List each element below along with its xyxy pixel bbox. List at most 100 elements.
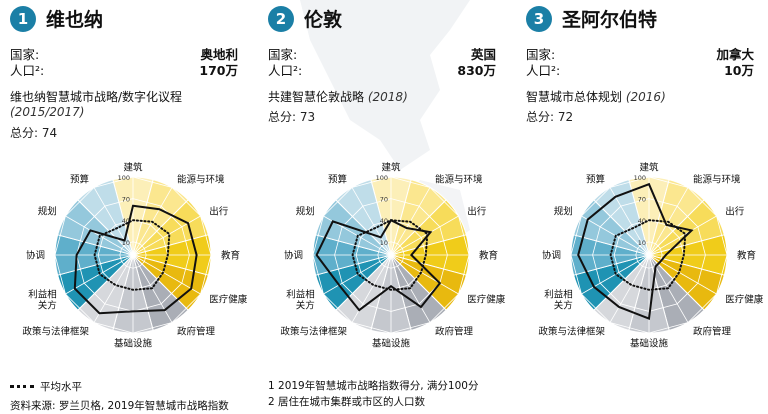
radar-spoke xyxy=(609,254,650,323)
country-label: 国家: xyxy=(10,47,40,62)
radar-axis-label: 医疗健康 xyxy=(209,294,248,306)
radar-axis-label: 能源与环境 xyxy=(693,173,741,185)
country-label: 国家: xyxy=(268,47,298,62)
radar-spoke xyxy=(132,254,201,295)
population-value: 830万 xyxy=(457,63,496,78)
city-panel-st-albert: 3 圣阿尔伯特 国家: 加拿大 人口²: 10万 智慧城市总体规划 (2016)… xyxy=(524,0,768,395)
average-score-line xyxy=(93,219,171,291)
radar-tick-label: 100 xyxy=(118,174,130,182)
city-name: 维也纳 xyxy=(46,9,104,31)
radar-axis-label: 政府管理 xyxy=(693,326,732,338)
radar-axis-label: 医疗健康 xyxy=(467,294,506,306)
city-number-badge: 2 xyxy=(268,6,294,32)
city-panel-london: 2 伦敦 国家: 英国 人口²: 830万 共建智慧伦敦战略 (2018) 总分… xyxy=(266,0,516,395)
city-name: 圣阿尔伯特 xyxy=(562,9,658,31)
radar-tick-label: 40 xyxy=(380,217,388,225)
population-label: 人口²: xyxy=(526,63,561,78)
legend: 平均水平 xyxy=(10,379,82,394)
strategy-name: 维也纳智慧城市战略/数字化议程 xyxy=(10,90,183,104)
radar-axis-label: 利益相关方 xyxy=(286,289,315,312)
strategy-year: (2016) xyxy=(625,90,666,104)
radar-axis-label: 出行 xyxy=(209,206,229,218)
city-score-line xyxy=(73,204,198,315)
radar-tick-label: 70 xyxy=(638,196,646,204)
radar-axis-label: 利益相关方 xyxy=(28,289,57,312)
radar-spoke xyxy=(93,187,134,256)
total-score: 总分: 73 xyxy=(268,110,316,124)
radar-spoke xyxy=(648,215,717,256)
strategy-title: 共建智慧伦敦战略 (2018) xyxy=(268,90,508,105)
total-score: 总分: 72 xyxy=(526,110,574,124)
footnote-2: 2 居住在城市集群或市区的人口数 xyxy=(268,396,426,408)
radar-axis-label: 能源与环境 xyxy=(435,173,483,185)
radar-tick-label: 100 xyxy=(376,174,388,182)
radar-axis-label: 出行 xyxy=(725,206,745,218)
radar-axis-label: 利益相关方 xyxy=(544,289,573,312)
population-label: 人口²: xyxy=(10,63,45,78)
city-number-badge: 1 xyxy=(10,6,36,32)
radar-axis-label: 建筑 xyxy=(639,162,659,174)
population-value: 10万 xyxy=(724,63,754,78)
radar-axis-label: 协调 xyxy=(542,250,561,262)
population-label: 人口²: xyxy=(268,63,303,78)
radar-axis-label: 协调 xyxy=(26,250,45,262)
radar-axis-label: 预算 xyxy=(328,173,347,185)
country-value: 英国 xyxy=(470,47,496,62)
strategy-title: 智慧城市总体规划 (2016) xyxy=(526,90,766,105)
radar-axis-label: 政策与法律框架 xyxy=(280,326,347,338)
radar-spoke xyxy=(351,254,392,323)
radar-axis-label: 建筑 xyxy=(123,162,143,174)
strategy-name: 智慧城市总体规划 xyxy=(526,90,623,104)
radar-axis-label: 医疗健康 xyxy=(725,294,764,306)
city-score-line xyxy=(577,182,694,320)
city-panel-vienna: 1 维也纳 国家: 奥地利 人口²: 170万 维也纳智慧城市战略/数字化议程 … xyxy=(8,0,258,395)
average-score-line xyxy=(351,219,429,291)
radar-axis-label: 规划 xyxy=(296,206,315,218)
strategy-year: (2018) xyxy=(367,90,408,104)
radar-axis-label: 协调 xyxy=(284,250,303,262)
strategy-title: 维也纳智慧城市战略/数字化议程 (2015/2017) xyxy=(10,90,250,120)
radar-spoke xyxy=(93,254,134,323)
footnote-1: 1 2019年智慧城市战略指数得分, 满分100分 xyxy=(268,380,479,392)
radar-spoke xyxy=(390,215,459,256)
radar-tick-label: 40 xyxy=(638,217,646,225)
radar-tick-label: 100 xyxy=(634,174,646,182)
radar-axis-label: 出行 xyxy=(467,206,487,218)
total-score: 总分: 74 xyxy=(10,126,58,140)
city-score-line xyxy=(315,218,442,312)
radar-tick-label: 10 xyxy=(638,239,646,247)
strategy-year: (2015/2017) xyxy=(10,105,85,119)
radar-axis-label: 政府管理 xyxy=(435,326,474,338)
radar-spoke xyxy=(132,215,201,256)
radar-axis-label: 教育 xyxy=(737,250,756,262)
source-note: 资料来源: 罗兰贝格, 2019年智慧城市战略指数 xyxy=(10,400,229,412)
radar-axis-label: 建筑 xyxy=(381,162,401,174)
strategy-name: 共建智慧伦敦战略 xyxy=(268,90,365,104)
radar-axis-label: 教育 xyxy=(479,250,498,262)
radar-tick-label: 70 xyxy=(122,196,130,204)
radar-spoke xyxy=(351,187,392,256)
radar-tick-label: 10 xyxy=(380,239,388,247)
radar-spoke xyxy=(390,254,459,295)
radar-tick-label: 40 xyxy=(122,217,130,225)
radar-axis-label: 政策与法律框架 xyxy=(22,326,89,338)
radar-axis-label: 能源与环境 xyxy=(177,173,225,185)
city-name: 伦敦 xyxy=(304,9,343,31)
radar-axis-label: 规划 xyxy=(38,206,57,218)
population-value: 170万 xyxy=(199,63,238,78)
average-score-line xyxy=(609,219,687,291)
radar-axis-label: 基础设施 xyxy=(630,338,669,350)
average-dotted-line-swatch xyxy=(10,385,34,388)
country-label: 国家: xyxy=(526,47,556,62)
radar-axis-label: 规划 xyxy=(554,206,573,218)
legend-label: 平均水平 xyxy=(40,381,82,393)
radar-tick-label: 70 xyxy=(380,196,388,204)
radar-spoke xyxy=(609,187,650,256)
radar-tick-label: 10 xyxy=(122,239,130,247)
radar-axis-label: 政府管理 xyxy=(177,326,216,338)
radar-axis-label: 基础设施 xyxy=(114,338,153,350)
radar-axis-label: 政策与法律框架 xyxy=(538,326,605,338)
